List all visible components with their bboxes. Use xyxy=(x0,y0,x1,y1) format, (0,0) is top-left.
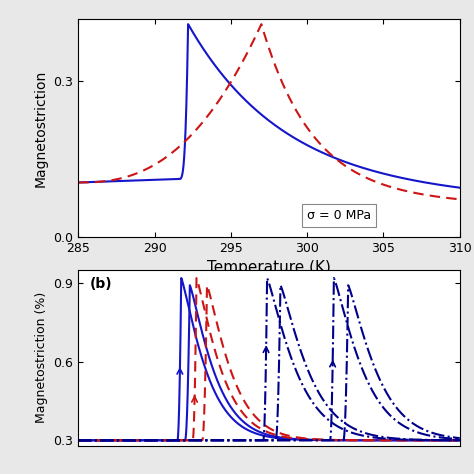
Text: (b): (b) xyxy=(90,277,112,291)
X-axis label: Temperature (K): Temperature (K) xyxy=(207,260,331,275)
Y-axis label: Magnetostriction (%): Magnetostriction (%) xyxy=(35,292,48,423)
Text: σ = 0 MPa: σ = 0 MPa xyxy=(307,209,371,222)
Y-axis label: Magnetostriction: Magnetostriction xyxy=(34,69,48,187)
